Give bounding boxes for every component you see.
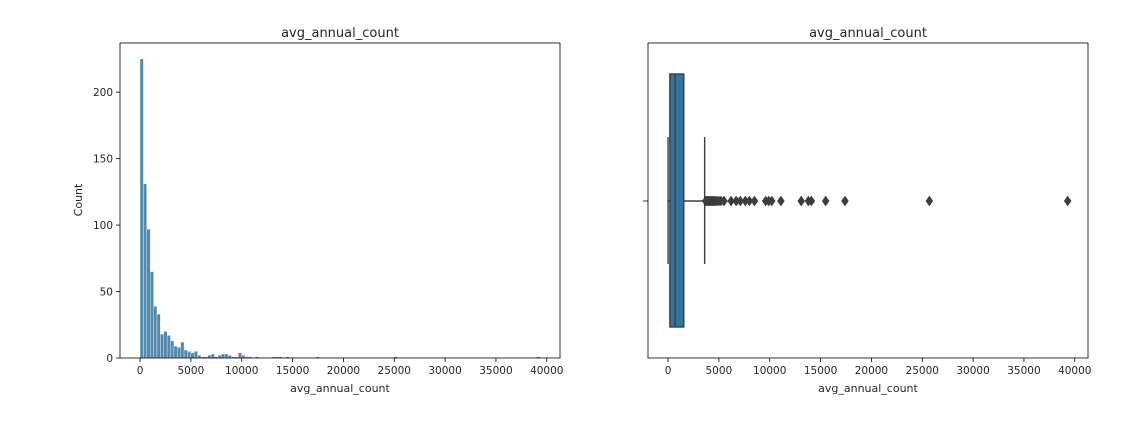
- boxplot-box: [669, 73, 685, 328]
- histogram-y-axis-label: Count: [72, 183, 85, 216]
- histogram-y-tick-label: 100: [93, 220, 113, 232]
- histogram-bar: [170, 340, 175, 359]
- histogram-bar: [146, 228, 151, 359]
- histogram-x-tick-label: 25000: [378, 365, 411, 377]
- histogram-bar: [163, 331, 168, 359]
- histogram-bar: [150, 271, 154, 359]
- boxplot-chart: avg_annual_count 0 5000 10000 15000 20000 250…: [643, 26, 1091, 395]
- histogram-chart: avg_annual_count 0 5000 10000 15000 20000 250…: [72, 26, 563, 395]
- histogram-y-tick-label: 50: [100, 287, 113, 299]
- boxplot-outlier: [745, 195, 754, 207]
- boxplot-x-tick-label: 20000: [855, 365, 888, 377]
- histogram-x-tick-label: 35000: [479, 365, 512, 377]
- histogram-bar: [194, 351, 198, 359]
- boxplot-x-ticks: 0 5000 10000 15000 20000 25000 30000 35000 40000: [665, 358, 1091, 377]
- boxplot-outlier: [736, 195, 745, 207]
- histogram-y-tick-label: 200: [93, 87, 113, 99]
- histogram-x-axis-label: avg_annual_count: [290, 382, 390, 395]
- histogram-bar: [180, 341, 185, 359]
- histogram-y-tick-label: 0: [106, 353, 113, 365]
- histogram-x-ticks: 0 5000 10000 15000 20000 25000 30000 35000 40000: [137, 358, 563, 377]
- histogram-axes-frame: [119, 42, 561, 359]
- boxplot-outlier: [807, 195, 816, 207]
- histogram-bar: [160, 333, 164, 359]
- boxplot-outlier: [767, 195, 776, 207]
- histogram-x-tick-label: 40000: [530, 365, 563, 377]
- boxplot-outlier: [925, 195, 934, 207]
- histogram-x-tick-label: 10000: [225, 365, 258, 377]
- boxplot-x-tick-label: 15000: [804, 365, 837, 377]
- boxplot-x-tick-label: 5000: [706, 365, 733, 377]
- histogram-bar: [238, 352, 242, 359]
- histogram-bar: [183, 349, 188, 359]
- boxplot-x-tick-label: 30000: [956, 365, 989, 377]
- histogram-bar: [156, 313, 161, 359]
- histogram-x-tick-label: 15000: [276, 365, 309, 377]
- histogram-bar: [143, 183, 147, 359]
- histogram-x-tick-label: 20000: [327, 365, 360, 377]
- boxplot-outlier: [1063, 195, 1072, 207]
- boxplot-x-tick-label: 10000: [753, 365, 786, 377]
- histogram-bar: [153, 305, 158, 359]
- boxplot-outlier: [750, 195, 759, 207]
- histogram-x-tick-label: 30000: [428, 365, 461, 377]
- boxplot-x-tick-label: 0: [665, 365, 672, 377]
- histogram-y-ticks: 0 50 100 150 200: [93, 87, 120, 365]
- boxplot-outlier: [720, 195, 728, 207]
- histogram-y-tick-label: 150: [93, 154, 113, 166]
- boxplot-x-tick-label: 35000: [1007, 365, 1040, 377]
- boxplot-outlier: [777, 195, 785, 207]
- histogram-bar: [166, 335, 171, 359]
- histogram-bar: [221, 353, 225, 359]
- histogram-x-tick-label: 0: [137, 365, 144, 377]
- boxplot-x-tick-label: 40000: [1058, 365, 1091, 377]
- histogram-title: avg_annual_count: [281, 26, 399, 41]
- histogram-bar: [210, 353, 215, 359]
- boxplot-outlier: [841, 195, 849, 207]
- boxplot-outlier: [797, 195, 806, 207]
- histogram-bar: [177, 347, 181, 359]
- boxplot-x-axis-label: avg_annual_count: [818, 382, 918, 395]
- histogram-bar: [187, 351, 192, 359]
- histogram-bar: [173, 345, 178, 359]
- boxplot-elements: [667, 73, 1072, 328]
- boxplot-title: avg_annual_count: [809, 26, 927, 41]
- boxplot-axes-frame: [647, 42, 1089, 359]
- histogram-bars: [139, 58, 540, 359]
- histogram-bar: [224, 353, 229, 359]
- histogram-bar: [190, 352, 195, 359]
- boxplot-outlier: [727, 195, 735, 207]
- boxplot-x-tick-label: 25000: [906, 365, 939, 377]
- histogram-bar: [139, 58, 144, 359]
- boxplot-outlier: [821, 195, 830, 207]
- histogram-x-tick-label: 5000: [178, 365, 205, 377]
